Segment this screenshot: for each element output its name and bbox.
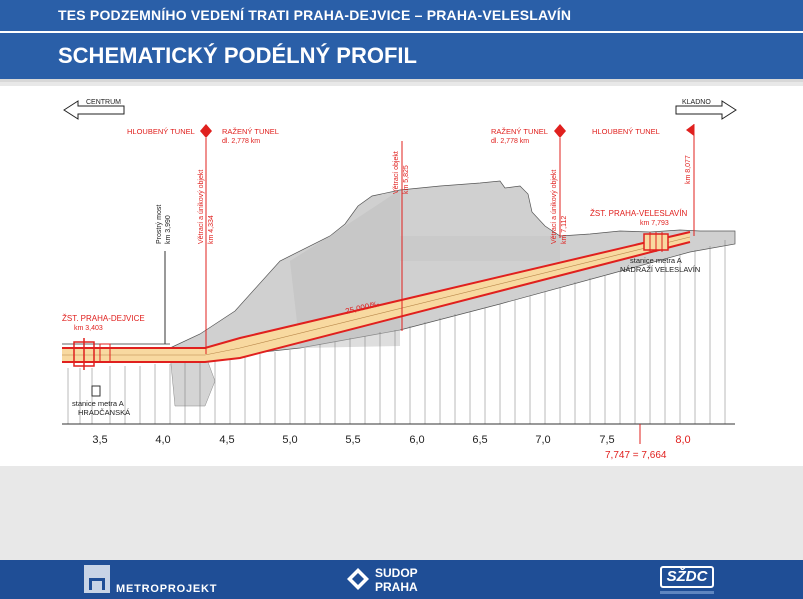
profile-svg: CENTRUM KLADNO (62, 99, 737, 461)
arrow-left-centrum: CENTRUM (63, 99, 125, 120)
top-banner: TES PODZEMNÍHO VEDENÍ TRATI PRAHA-DEJVIC… (0, 0, 803, 31)
label-razeny-left-len: dl. 2,778 km (222, 138, 260, 145)
dir-left-label: CENTRUM (86, 99, 121, 106)
arrow-right-kladno: KLADNO (675, 99, 737, 120)
axis-tick: 5,0 (282, 434, 297, 446)
station-right-name: ŽST. PRAHA-VELESLAVÍN (590, 209, 687, 218)
label-vetraci-1: Větrací a únikový objekt (198, 170, 205, 244)
label-razeny-right: RAŽENÝ TUNEL (491, 127, 548, 136)
portal-markers (200, 124, 695, 354)
label-prostry-most-km: km 3,990 (165, 215, 172, 244)
title-banner: SCHEMATICKÝ PODÉLNÝ PROFIL (0, 33, 803, 79)
km-equation: 7,747 = 7,664 (605, 450, 667, 461)
axis-tick: 6,5 (472, 434, 487, 446)
axis-tick: 4,0 (155, 434, 170, 446)
label-vetraci-3-km: km 7,112 (561, 216, 568, 244)
sudop-text-2: PRAHA (375, 580, 418, 594)
axis-tick: 8,0 (675, 434, 690, 446)
metro-right-line1: stanice metra A (630, 256, 682, 265)
tunnel-band (62, 231, 691, 363)
label-hloubeny-left: HLOUBENÝ TUNEL (127, 127, 195, 136)
station-left-symbol (73, 338, 111, 370)
label-km-end: km 8,077 (685, 155, 692, 184)
label-vetraci-2-km: km 5,825 (403, 165, 410, 194)
divider (0, 79, 803, 82)
metroprojekt-mark-icon (84, 565, 110, 593)
sudop-text-1: SUDOP (375, 566, 418, 580)
metro-left-icon (91, 385, 101, 397)
sudop-mark-icon (347, 568, 369, 590)
metroprojekt-text: METROPROJEKT (116, 583, 218, 595)
profile-diagram: CENTRUM KLADNO (0, 86, 803, 466)
axis-tick: 4,5 (219, 434, 234, 446)
szdc-underline (660, 591, 714, 594)
axis-tick: 3,5 (92, 434, 107, 446)
label-vetraci-2: Větrací objekt (393, 151, 400, 194)
divider (0, 31, 803, 33)
project-title: TES PODZEMNÍHO VEDENÍ TRATI PRAHA-DEJVIC… (58, 7, 572, 23)
station-left-km: km 3,403 (74, 325, 103, 332)
metro-left-line2: HRADČANSKÁ (78, 408, 130, 417)
station-right-symbol (643, 232, 669, 252)
station-right-km: km 7,793 (640, 220, 669, 227)
axis-tick: 7,5 (599, 434, 614, 446)
dir-right-label: KLADNO (682, 99, 711, 106)
label-razeny-right-len: dl. 2,778 km (491, 138, 529, 145)
axis-tick: 7,0 (535, 434, 550, 446)
axis-tick: 6,0 (409, 434, 424, 446)
footer: METROPROJEKT SUDOP PRAHA SŽDC (0, 560, 803, 599)
metro-right-line2: NÁDRAŽÍ VELESLAVÍN (620, 265, 700, 274)
label-hloubeny-right: HLOUBENÝ TUNEL (592, 127, 660, 136)
grid-lines (67, 240, 726, 424)
station-left-name: ŽST. PRAHA-DEJVICE (62, 314, 145, 323)
label-vetraci-1-km: km 4,334 (208, 215, 215, 244)
label-razeny-left: RAŽENÝ TUNEL (222, 127, 279, 136)
axis-tick: 5,5 (345, 434, 360, 446)
szdc-text: SŽDC (660, 566, 714, 588)
label-prostry-most: Prostrý most (156, 205, 163, 244)
label-vetraci-3: Větrací a únikový objekt (551, 170, 558, 244)
slide-title: SCHEMATICKÝ PODÉLNÝ PROFIL (58, 43, 417, 68)
metro-left-line1: stanice metra A (72, 399, 124, 408)
